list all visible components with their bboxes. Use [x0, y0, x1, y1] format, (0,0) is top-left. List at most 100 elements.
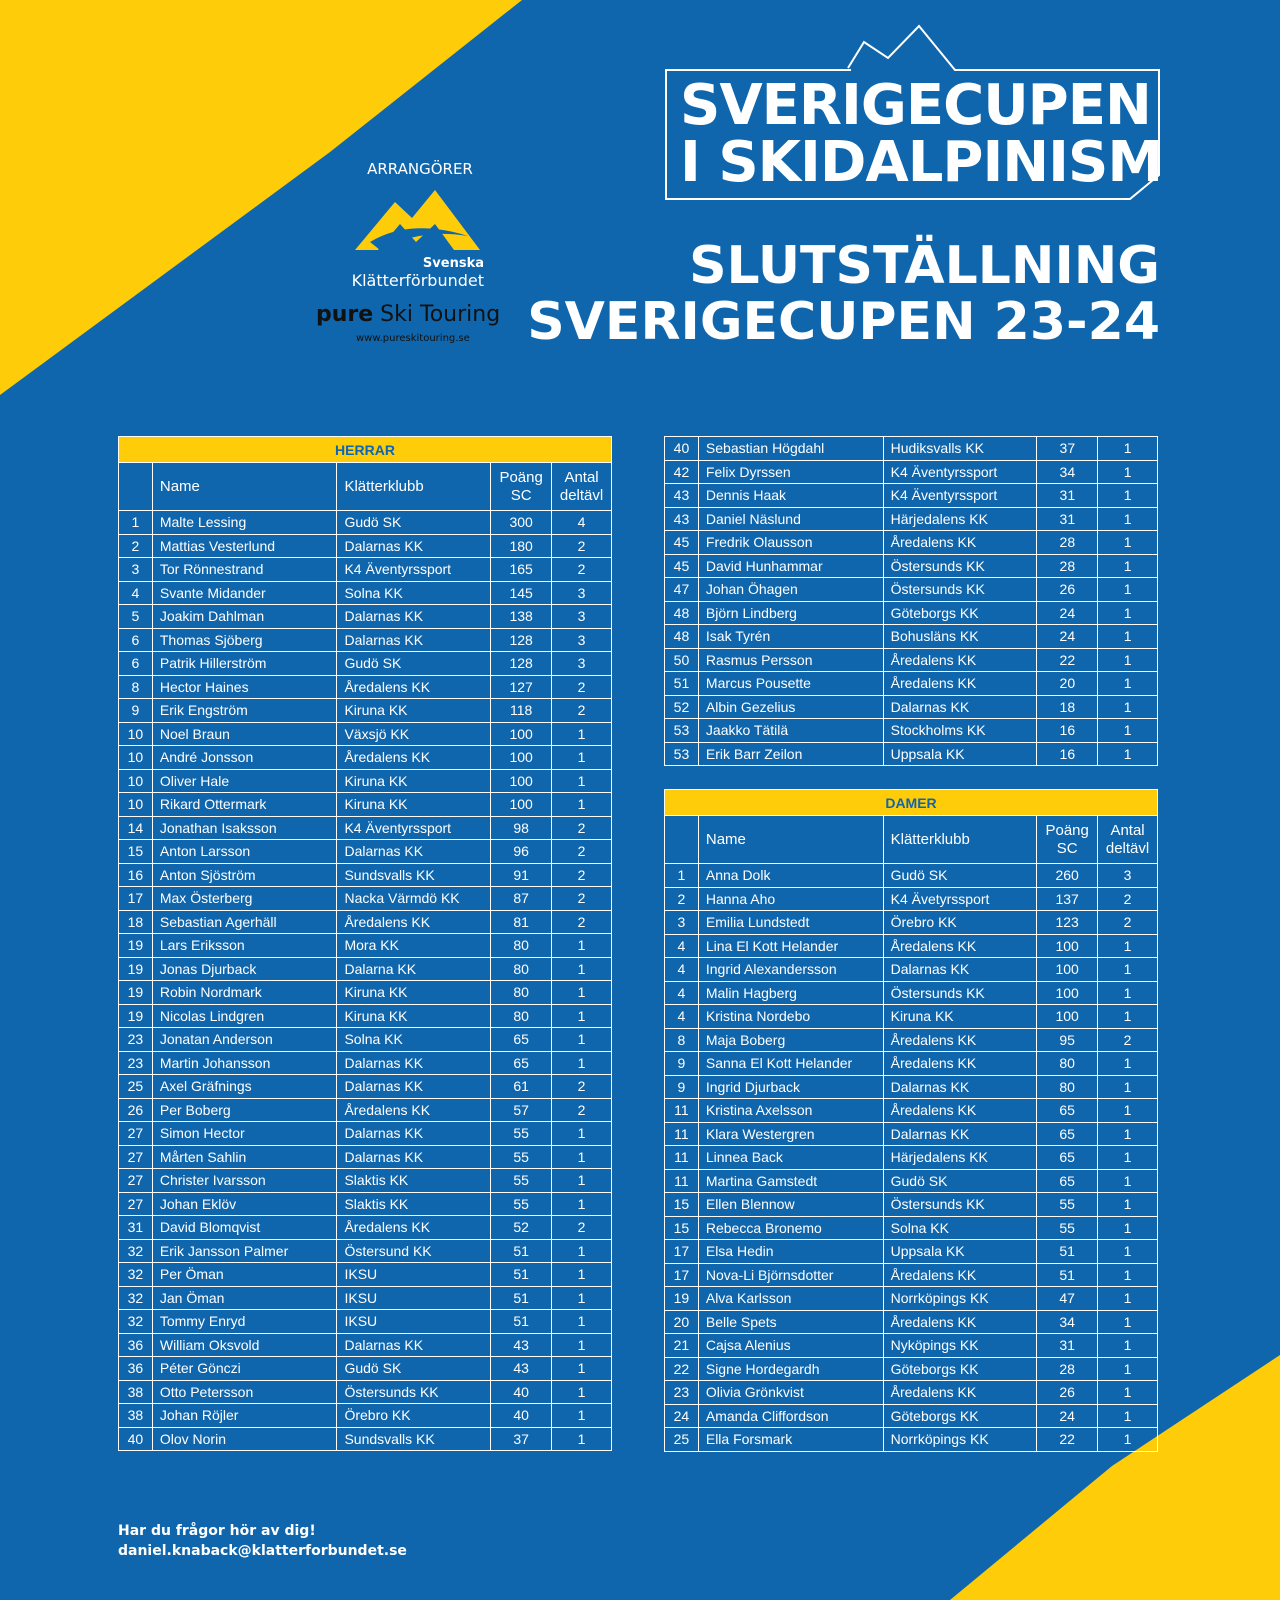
name-cell: Erik Barr Zeilon	[697, 741, 884, 766]
club-cell: Dalarnas KK	[336, 839, 492, 864]
name-cell: Johan Röjler	[151, 1403, 338, 1428]
points-cell: 65	[1036, 1121, 1099, 1146]
table-row: 6 Patrik Hillerström Gudö SK 128 3	[118, 651, 612, 676]
count-cell: 3	[551, 651, 612, 676]
points-cell: 18	[1036, 694, 1099, 719]
club-cell: Sundsvalls KK	[336, 1426, 492, 1451]
club-cell: Växsjö KK	[336, 721, 492, 746]
table-row: 10 Oliver Hale Kiruna KK 100 1	[118, 768, 612, 793]
club-cell: Dalarnas KK	[882, 1074, 1038, 1099]
footer-email[interactable]: daniel.knaback@klatterforbundet.se	[118, 1543, 407, 1559]
points-cell: 65	[1036, 1168, 1099, 1193]
table-row: 3 Emilia Lundstedt Örebro KK 123 2	[664, 910, 1158, 935]
rank-cell: 23	[664, 1380, 699, 1405]
table-row: 32 Erik Jansson Palmer Östersund KK 51 1	[118, 1238, 612, 1263]
rank-cell: 45	[664, 530, 699, 555]
points-cell: 100	[490, 792, 553, 817]
name-cell: David Hunhammar	[697, 553, 884, 578]
table-row: 23 Martin Johansson Dalarnas KK 65 1	[118, 1050, 612, 1075]
table-row: 42 Felix Dyrssen K4 Äventyrssport 34 1	[664, 459, 1158, 484]
points-cell: 65	[1036, 1098, 1099, 1123]
name-cell: Daniel Näslund	[697, 506, 884, 531]
rank-cell: 45	[664, 553, 699, 578]
points-cell: 52	[490, 1215, 553, 1240]
rank-cell: 27	[118, 1144, 153, 1169]
club-cell: Härjedalens KK	[882, 506, 1038, 531]
points-cell: 80	[490, 1003, 553, 1028]
count-cell: 1	[551, 745, 612, 770]
club-cell: Dalarnas KK	[336, 533, 492, 558]
club-cell: Östersunds KK	[882, 553, 1038, 578]
table-row: 16 Anton Sjöström Sundsvalls KK 91 2	[118, 862, 612, 887]
points-cell: 51	[490, 1285, 553, 1310]
points-cell: 145	[490, 580, 553, 605]
rank-cell: 10	[118, 768, 153, 793]
table-row: 17 Max Österberg Nacka Värmdö KK 87 2	[118, 886, 612, 911]
name-cell: Dennis Haak	[697, 483, 884, 508]
name-cell: Maja Boberg	[697, 1027, 884, 1052]
points-cell: 28	[1036, 553, 1099, 578]
rank-cell: 9	[664, 1051, 699, 1076]
rank-cell: 21	[664, 1333, 699, 1358]
name-cell: Johan Eklöv	[151, 1191, 338, 1216]
count-cell: 1	[551, 1003, 612, 1028]
rank-cell: 26	[118, 1097, 153, 1122]
table-row: 9 Erik Engström Kiruna KK 118 2	[118, 698, 612, 723]
yellow-corner-top-left	[0, 0, 522, 395]
rank-cell: 40	[118, 1426, 153, 1451]
pure-bold: pure	[316, 302, 374, 327]
club-cell: Åredalens KK	[882, 1051, 1038, 1076]
count-cell: 1	[1097, 1098, 1158, 1123]
points-cell: 80	[490, 956, 553, 981]
club-cell: Solna KK	[336, 1027, 492, 1052]
count-cell: 1	[551, 1356, 612, 1381]
rank-cell: 19	[118, 980, 153, 1005]
col-count: Antal deltävl	[551, 462, 612, 511]
table-row: 19 Lars Eriksson Mora KK 80 1	[118, 933, 612, 958]
points-cell: 55	[490, 1121, 553, 1146]
rank-cell: 24	[664, 1403, 699, 1428]
points-cell: 65	[1036, 1145, 1099, 1170]
name-cell: Björn Lindberg	[697, 600, 884, 625]
table-row: 32 Per Öman IKSU 51 1	[118, 1262, 612, 1287]
rank-cell: 31	[118, 1215, 153, 1240]
count-cell: 1	[551, 1332, 612, 1357]
count-cell: 1	[1097, 1168, 1158, 1193]
logo-frame	[665, 24, 1160, 200]
points-cell: 100	[1036, 957, 1099, 982]
count-cell: 2	[551, 533, 612, 558]
table-row: 10 Noel Braun Växsjö KK 100 1	[118, 721, 612, 746]
rank-cell: 43	[664, 506, 699, 531]
club-cell: Göteborgs KK	[882, 600, 1038, 625]
name-cell: Amanda Cliffordson	[697, 1403, 884, 1428]
rank-cell: 4	[664, 957, 699, 982]
rank-cell: 53	[664, 741, 699, 766]
name-cell: Johan Öhagen	[697, 577, 884, 602]
footer-contact: Har du frågor hör av dig! daniel.knaback…	[118, 1521, 407, 1561]
club-cell: IKSU	[336, 1309, 492, 1334]
table-row: 45 David Hunhammar Östersunds KK 28 1	[664, 553, 1158, 578]
points-cell: 80	[490, 980, 553, 1005]
rank-cell: 6	[118, 651, 153, 676]
count-cell: 1	[1097, 694, 1158, 719]
table-row: 9 Ingrid Djurback Dalarnas KK 80 1	[664, 1074, 1158, 1099]
rank-cell: 19	[118, 956, 153, 981]
name-cell: Rikard Ottermark	[151, 792, 338, 817]
count-cell: 1	[1097, 1215, 1158, 1240]
table-row: 4 Ingrid Alexandersson Dalarnas KK 100 1	[664, 957, 1158, 982]
club-cell: Nacka Värmdö KK	[336, 886, 492, 911]
count-cell: 1	[1097, 624, 1158, 649]
points-cell: 16	[1036, 718, 1099, 743]
name-cell: Martin Johansson	[151, 1050, 338, 1075]
count-cell: 1	[1097, 1262, 1158, 1287]
rank-cell: 3	[664, 910, 699, 935]
club-cell: IKSU	[336, 1262, 492, 1287]
table-row: 14 Jonathan Isaksson K4 Äventyrssport 98 2	[118, 815, 612, 840]
rank-cell: 19	[664, 1286, 699, 1311]
name-cell: Sebastian Högdahl	[697, 436, 884, 461]
table-row: 25 Axel Gräfnings Dalarnas KK 61 2	[118, 1074, 612, 1099]
club-cell: Örebro KK	[882, 910, 1038, 935]
col-count: Antal deltävl	[1097, 815, 1158, 864]
club-cell: K4 Äventyrssport	[882, 483, 1038, 508]
rank-cell: 8	[664, 1027, 699, 1052]
